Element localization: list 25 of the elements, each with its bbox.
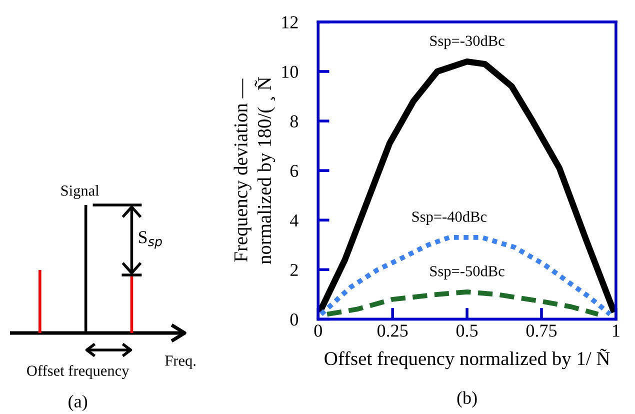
text: (a): [68, 394, 88, 412]
text: Signal: [61, 185, 100, 199]
y-tick-label: 2: [290, 264, 298, 276]
text: S$_{sp}$: [138, 231, 162, 249]
x-tick-label: 0.25: [377, 324, 408, 337]
x-tick-label: 0: [314, 324, 322, 337]
y-tick-label: 8: [290, 115, 298, 128]
series-label: Ssp=-40dBc: [412, 211, 487, 225]
text: (b): [457, 391, 477, 408]
line-series: [318, 235, 612, 317]
text: Offset frequency: [27, 364, 130, 380]
series-label: Ssp=-50dBc: [430, 266, 504, 280]
x-tick-label: 0.5: [456, 324, 478, 337]
y-axis-title: Frequency deviation ― normalized by 180/( ¸ Ñ: [234, 77, 276, 264]
x-tick-label: 1: [613, 324, 620, 337]
x-axis-title: Offset frequency normalized by 1/ Ñ: [324, 348, 610, 370]
series-label: Ssp=-30dBc: [430, 35, 504, 50]
line-series: [324, 290, 601, 317]
text: Freq.: [165, 356, 196, 369]
y-tick-label: 6: [290, 164, 298, 178]
y-tick-label: 4: [290, 214, 298, 226]
y-tick-label: 0: [290, 313, 298, 326]
y-tick-label: 12: [282, 16, 298, 28]
x-tick-label: 0.75: [526, 324, 557, 337]
y-tick-label: 10: [282, 66, 298, 78]
